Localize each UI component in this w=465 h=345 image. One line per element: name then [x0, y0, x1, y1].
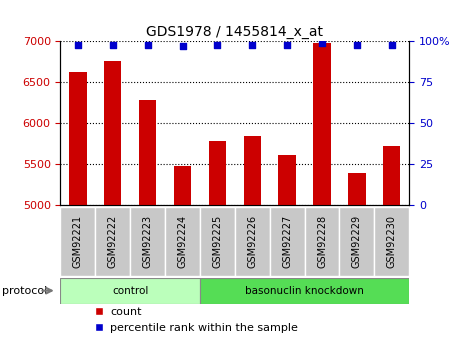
Bar	[95, 207, 130, 276]
Point	[144, 42, 152, 48]
Bar	[139, 100, 156, 205]
Text: GSM92223: GSM92223	[143, 215, 153, 268]
Text: protocol: protocol	[2, 286, 47, 296]
Text: GSM92226: GSM92226	[247, 215, 257, 268]
Bar	[200, 207, 235, 276]
Bar	[305, 207, 339, 276]
Bar	[60, 207, 95, 276]
Legend: count, percentile rank within the sample: count, percentile rank within the sample	[89, 302, 303, 338]
Bar	[339, 207, 374, 276]
Point	[318, 40, 325, 46]
Point	[179, 43, 186, 49]
Point	[214, 42, 221, 48]
Text: GSM92228: GSM92228	[317, 215, 327, 268]
Bar	[244, 136, 261, 205]
Bar	[104, 61, 121, 205]
Bar	[235, 207, 270, 276]
Text: GSM92225: GSM92225	[213, 215, 222, 268]
Text: GSM92221: GSM92221	[73, 215, 83, 268]
Bar	[69, 72, 86, 205]
Bar	[348, 173, 365, 205]
Bar	[270, 207, 305, 276]
Bar	[200, 278, 409, 304]
Point	[248, 42, 256, 48]
Point	[109, 42, 116, 48]
Bar	[60, 278, 200, 304]
Text: control: control	[112, 286, 148, 296]
Point	[74, 42, 82, 48]
Text: GSM92230: GSM92230	[387, 215, 397, 268]
Bar	[313, 43, 331, 205]
Point	[283, 42, 291, 48]
Bar	[130, 207, 165, 276]
Point	[388, 42, 395, 48]
Text: GSM92222: GSM92222	[108, 215, 118, 268]
Bar	[165, 207, 200, 276]
Bar	[209, 141, 226, 205]
Bar	[374, 207, 409, 276]
Bar	[383, 146, 400, 205]
Text: GSM92227: GSM92227	[282, 215, 292, 268]
Title: GDS1978 / 1455814_x_at: GDS1978 / 1455814_x_at	[146, 25, 323, 39]
Bar	[279, 155, 296, 205]
Point	[353, 42, 361, 48]
Bar	[174, 166, 191, 205]
Text: GSM92229: GSM92229	[352, 215, 362, 268]
Text: basonuclin knockdown: basonuclin knockdown	[245, 286, 364, 296]
Text: GSM92224: GSM92224	[178, 215, 187, 268]
